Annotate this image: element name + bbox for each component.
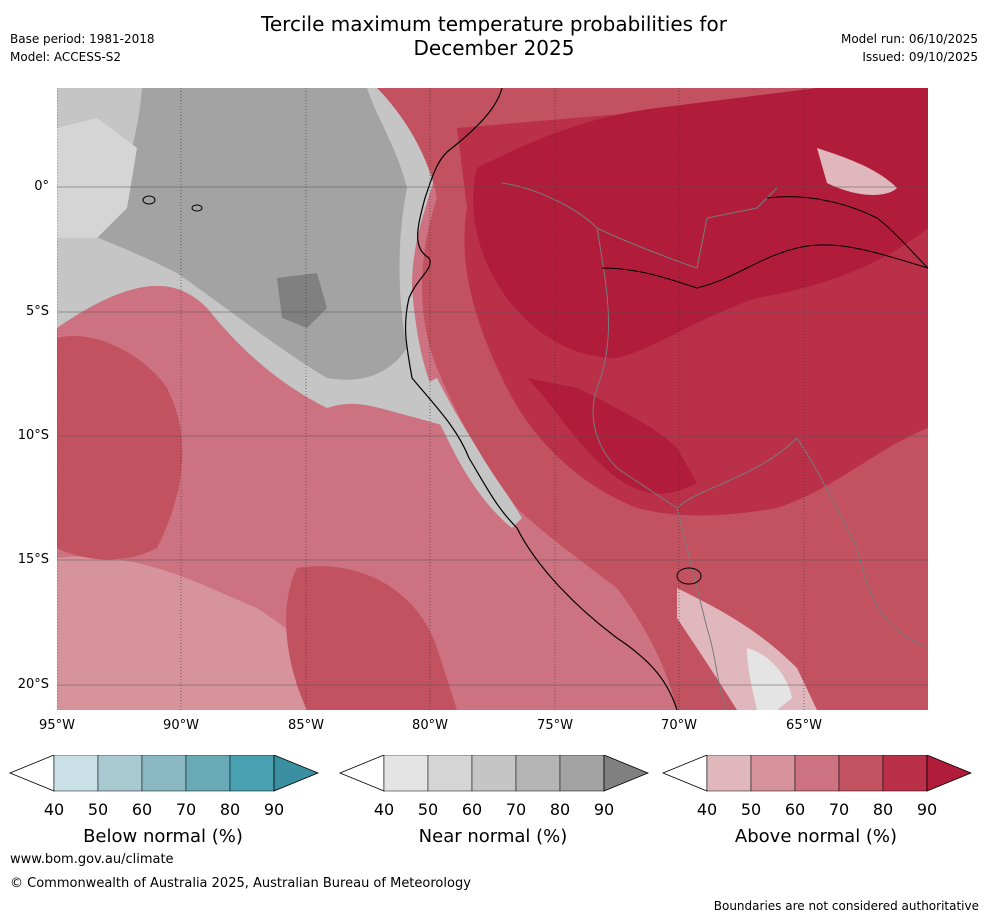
colorbar-segment [706,755,752,792]
colorbar-tick: 40 [43,800,65,819]
boundary-colombia [501,182,778,269]
colorbar-tick: 90 [593,800,615,819]
website-link[interactable]: www.bom.gov.au/climate [10,852,174,867]
colorbar-lower-extend [338,755,385,792]
colorbar-lower-extend [8,755,55,792]
lake-titicaca [676,567,702,585]
colorbar-segment [559,755,605,792]
above-normal-label: Above normal (%) [734,826,898,847]
lat-label: 20°S [17,677,49,692]
copyright: © Commonwealth of Australia 2025, Austra… [10,876,471,891]
colorbar-tick: 70 [828,800,850,819]
ocean-above-70-s [286,566,457,710]
base-info: Base period: 1981-2018 Model: ACCESS-S2 [10,30,155,66]
colorbar-segment [515,755,561,792]
map-canvas [57,88,928,710]
colorbar-tick: 90 [263,800,285,819]
boundary-brazil [796,437,928,649]
amazon-river [601,244,928,289]
coastline [404,88,678,710]
lon-label: 80°W [412,718,448,733]
negro-river [766,196,928,269]
colorbar-tick: 80 [219,800,241,819]
near-normal-50 [57,118,137,238]
lat-label: 5°S [25,304,49,319]
galapagos-island [191,204,203,212]
colorbar-segment [141,755,187,792]
near-normal-colorbar [338,755,650,792]
colorbar-segment [794,755,840,792]
title-line-1: Tercile maximum temperature probabilitie… [261,12,727,36]
colorbar-lower-extend [661,755,708,792]
colorbar-tick: 60 [131,800,153,819]
disclaimer: Boundaries are not considered authoritat… [713,899,979,913]
near-normal-80 [87,88,407,380]
title-line-2: December 2025 [413,36,575,60]
below-normal-label: Below normal (%) [83,826,243,847]
colorbar-segment [471,755,517,792]
galapagos-island [142,195,156,205]
colorbars [8,755,973,792]
colorbar-segment [229,755,275,792]
lon-label: 95°W [39,718,75,733]
amazon-above-40 [817,148,897,195]
colorbar-segment [185,755,231,792]
colorbar-segment [383,755,429,792]
below-normal-colorbar [8,755,320,792]
lon-label: 85°W [288,718,324,733]
lat-label: 10°S [17,428,49,443]
lon-label: 90°W [163,718,199,733]
colorbar-tick: 90 [916,800,938,819]
colorbar-tick: 60 [461,800,483,819]
run-info: Model run: 06/10/2025 Issued: 09/10/2025 [841,30,978,66]
base-period: Base period: 1981-2018 [10,32,155,46]
issued-date: Issued: 09/10/2025 [862,50,978,64]
land-above-90 [473,88,928,358]
colorbar-upper-extend [926,755,973,792]
lat-label: 15°S [17,552,49,567]
model-name: Model: ACCESS-S2 [10,50,122,64]
ocean-above-70-w [57,336,183,560]
parallels [57,186,928,686]
colorbar-tick: 40 [373,800,395,819]
colorbar-tick: 40 [696,800,718,819]
colorbar-tick: 80 [549,800,571,819]
lon-label: 70°W [661,718,697,733]
model-run: Model run: 06/10/2025 [840,32,978,46]
probability-map [57,88,928,710]
colorbar-segment [97,755,143,792]
colorbar-segment [750,755,796,792]
colorbar-upper-extend [603,755,650,792]
colorbar-segment [53,755,99,792]
colorbar-tick: 50 [740,800,762,819]
lon-label: 65°W [786,718,822,733]
colorbar-tick: 50 [417,800,439,819]
colorbar-tick: 60 [784,800,806,819]
boundary-bolivia [676,507,728,710]
colorbar-segment [838,755,884,792]
colorbar-tick: 70 [505,800,527,819]
near-normal-90 [277,273,327,328]
colorbar-tick: 70 [175,800,197,819]
colorbar-upper-extend [273,755,320,792]
near-normal-label: Near normal (%) [418,826,568,847]
colorbar-tick: 80 [872,800,894,819]
colorbar-segment [882,755,928,792]
lon-label: 75°W [537,718,573,733]
colorbar-segment [427,755,473,792]
colorbar-tick: 50 [87,800,109,819]
lat-label: 0° [34,179,49,194]
above-normal-colorbar [661,755,973,792]
map-title: Tercile maximum temperature probabilitie… [0,12,988,60]
altiplano-near-40 [747,648,792,710]
